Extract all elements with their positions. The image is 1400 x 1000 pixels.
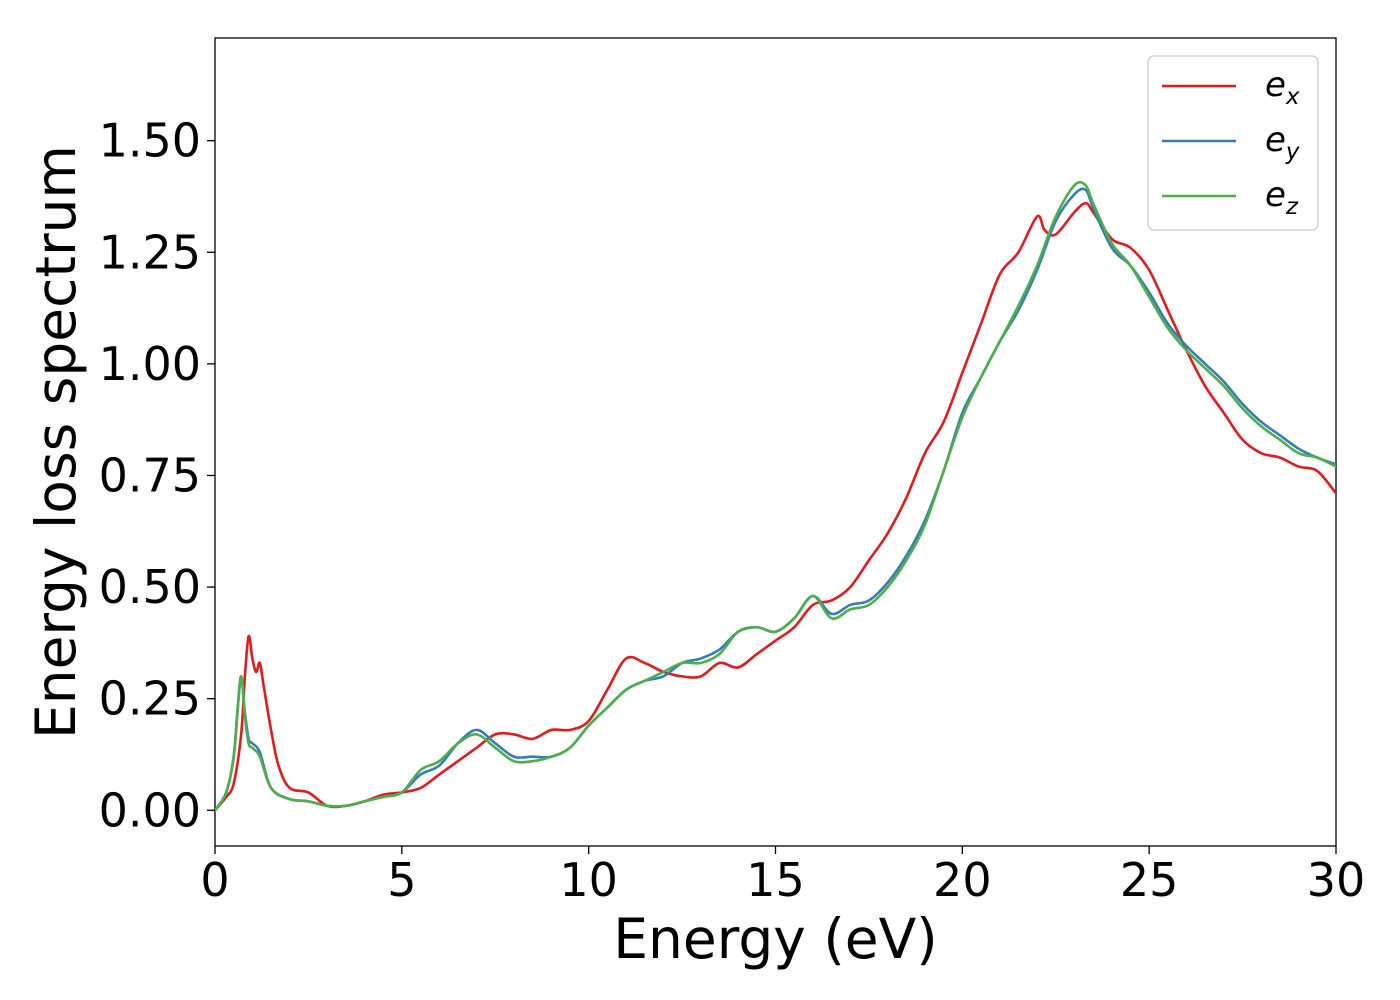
plot-area: 0 5 10 15 20 25 30 0.00 0.25 0.50 0.75 1.00 1.25 1.5…	[99, 37, 1365, 907]
x-tick-label: 5	[387, 853, 416, 907]
legend-label: ex	[1265, 65, 1300, 110]
y-tick-label: 0.25	[99, 672, 201, 726]
x-tick-label: 0	[200, 853, 229, 907]
y-tick-label: 0.00	[99, 783, 201, 837]
x-tick-label: 20	[933, 853, 992, 907]
legend-label-subscript: x	[1285, 84, 1300, 110]
x-tick-label: 25	[1120, 853, 1179, 907]
x-tick-label: 30	[1307, 853, 1366, 907]
y-axis-label: Energy loss spectrum	[24, 145, 88, 739]
legend-label-base: e	[1265, 175, 1286, 215]
y-tick-label: 1.00	[99, 337, 201, 391]
legend-label: ey	[1265, 120, 1300, 165]
series-lines	[215, 180, 1336, 812]
legend-label-subscript: z	[1285, 194, 1299, 220]
legend-label: ez	[1265, 175, 1299, 220]
y-tick-label: 1.25	[99, 225, 201, 279]
y-axis-ticks: 0.00 0.25 0.50 0.75 1.00 1.25 1.50	[99, 114, 215, 837]
y-tick-label: 0.75	[99, 448, 201, 502]
x-axis-ticks: 0 5 10 15 20 25 30	[200, 846, 1365, 907]
legend-label-base: e	[1265, 120, 1286, 160]
x-tick-label: 15	[746, 853, 805, 907]
x-tick-label: 10	[559, 853, 618, 907]
legend-label-base: e	[1265, 65, 1286, 105]
y-tick-label: 0.50	[99, 560, 201, 614]
y-tick-label: 1.50	[99, 114, 201, 168]
series-line-e-x	[215, 201, 1336, 812]
legend-label-subscript: y	[1285, 139, 1300, 165]
legend-box	[1147, 55, 1319, 231]
series-line-e-z	[215, 180, 1336, 812]
x-axis-label: Energy (eV)	[613, 907, 937, 971]
